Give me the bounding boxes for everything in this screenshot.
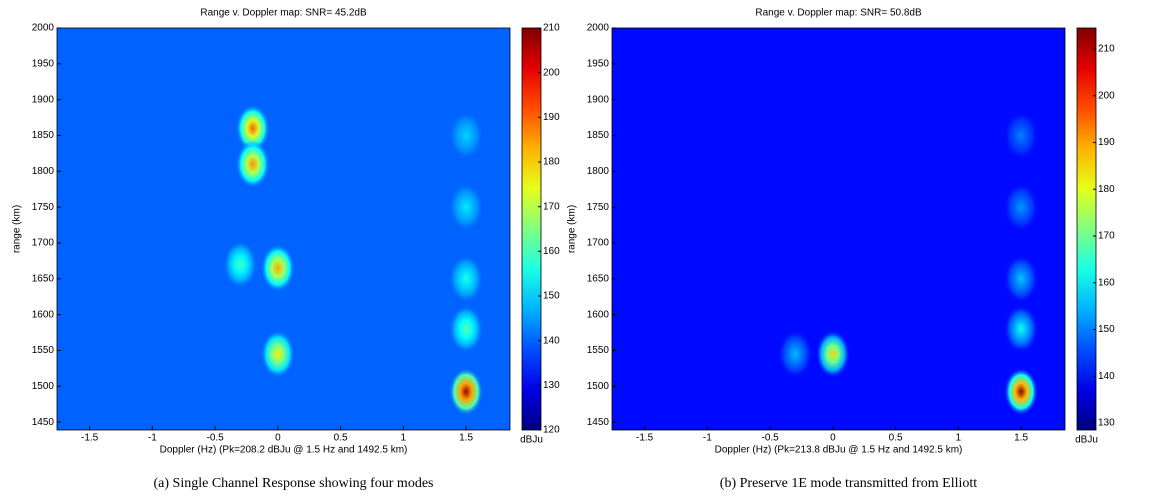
colorbar-tick-label: 150 [1098,324,1115,335]
chart-title: Range v. Doppler map: SNR= 45.2dB [200,8,367,19]
y-tick-label: 1750 [587,202,610,213]
colorbar-tick-label: 170 [543,201,560,212]
y-tick-label: 1700 [32,238,55,249]
x-tick-label: 1.5 [459,433,473,444]
colorbar-label: dBJu [520,435,543,446]
y-tick-label: 1500 [587,381,610,392]
y-tick-label: 1550 [587,345,610,356]
feature [1004,304,1039,353]
x-tick-label: 1.5 [1014,433,1028,444]
colorbar-tick-label: 150 [543,291,560,302]
colorbar-tick-label: 200 [543,67,560,78]
colorbar-tick-label: 200 [1098,90,1115,101]
y-tick-label: 1450 [32,417,55,428]
colorbar-tick-label: 190 [543,112,560,123]
y-tick-label: 2000 [32,23,55,34]
y-axis-label: range (km) [567,205,578,253]
y-axis-label: range (km) [12,205,23,253]
colorbar-tick-label: 160 [1098,277,1115,288]
colorbar-tick-label: 210 [1098,44,1115,55]
y-tick-label: 1500 [32,381,55,392]
x-tick-label: -1 [148,433,157,444]
x-tick-label: 1 [401,433,407,444]
feature [1004,367,1039,416]
colorbar-tick-label: 130 [1098,418,1115,429]
feature [449,367,484,416]
y-tick-label: 1850 [587,130,610,141]
feature [1004,183,1039,232]
y-tick-label: 1850 [32,130,55,141]
feature [235,104,270,153]
feature [778,330,813,379]
feature [235,140,270,189]
chart-title: Range v. Doppler map: SNR= 50.8dB [755,8,922,19]
y-tick-label: 1550 [32,345,55,356]
x-tick-label: 1 [956,433,962,444]
axes-frame [56,27,511,431]
feature [449,304,484,353]
colorbar-tick-label: 210 [543,23,560,34]
x-tick-label: -0.5 [761,433,779,444]
caption: (a) Single Channel Response showing four… [154,476,434,491]
y-tick-label: 1950 [32,58,55,69]
x-tick-label: -1 [703,433,712,444]
colorbar [521,27,542,431]
caption: (b) Preserve 1E mode transmitted from El… [720,476,977,491]
y-tick-label: 1950 [587,58,610,69]
colorbar-label: dBJu [1075,435,1098,446]
y-tick-label: 1900 [587,94,610,105]
feature [449,183,484,232]
x-tick-label: -0.5 [206,433,224,444]
x-tick-label: -1.5 [636,433,654,444]
colorbar-tick-label: 120 [543,425,560,436]
y-tick-label: 1900 [32,94,55,105]
y-tick-label: 1650 [32,273,55,284]
x-axis-label: Doppler (Hz) (Pk=208.2 dBJu @ 1.5 Hz and… [160,445,408,456]
y-tick-label: 1600 [32,309,55,320]
y-tick-label: 1650 [587,273,610,284]
feature [1004,111,1039,160]
feature [815,330,850,379]
feature [449,111,484,160]
colorbar-tick-label: 180 [1098,184,1115,195]
colorbar [1076,27,1097,431]
axes-frame [611,27,1066,431]
feature [223,240,258,289]
y-tick-label: 1750 [32,202,55,213]
y-tick-label: 1800 [587,166,610,177]
colorbar-tick-label: 140 [1098,371,1115,382]
x-tick-label: 0.5 [334,433,348,444]
feature [449,254,484,303]
y-tick-label: 1700 [587,238,610,249]
colorbar-tick-label: 130 [543,380,560,391]
x-axis-label: Doppler (Hz) (Pk=213.8 dBJu @ 1.5 Hz and… [715,445,963,456]
x-tick-label: -1.5 [81,433,99,444]
feature [260,244,295,293]
feature [260,330,295,379]
colorbar-tick-label: 190 [1098,137,1115,148]
colorbar-tick-label: 140 [543,335,560,346]
x-tick-label: 0.5 [889,433,903,444]
heatmap [778,111,1039,416]
colorbar-tick-label: 180 [543,157,560,168]
y-tick-label: 1600 [587,309,610,320]
y-tick-label: 1450 [587,417,610,428]
x-tick-label: 0 [275,433,281,444]
colorbar-tick-label: 160 [543,246,560,257]
colorbar-tick-label: 170 [1098,231,1115,242]
y-tick-label: 1800 [32,166,55,177]
heatmap [223,104,484,416]
y-tick-label: 2000 [587,23,610,34]
feature [1004,254,1039,303]
x-tick-label: 0 [830,433,836,444]
